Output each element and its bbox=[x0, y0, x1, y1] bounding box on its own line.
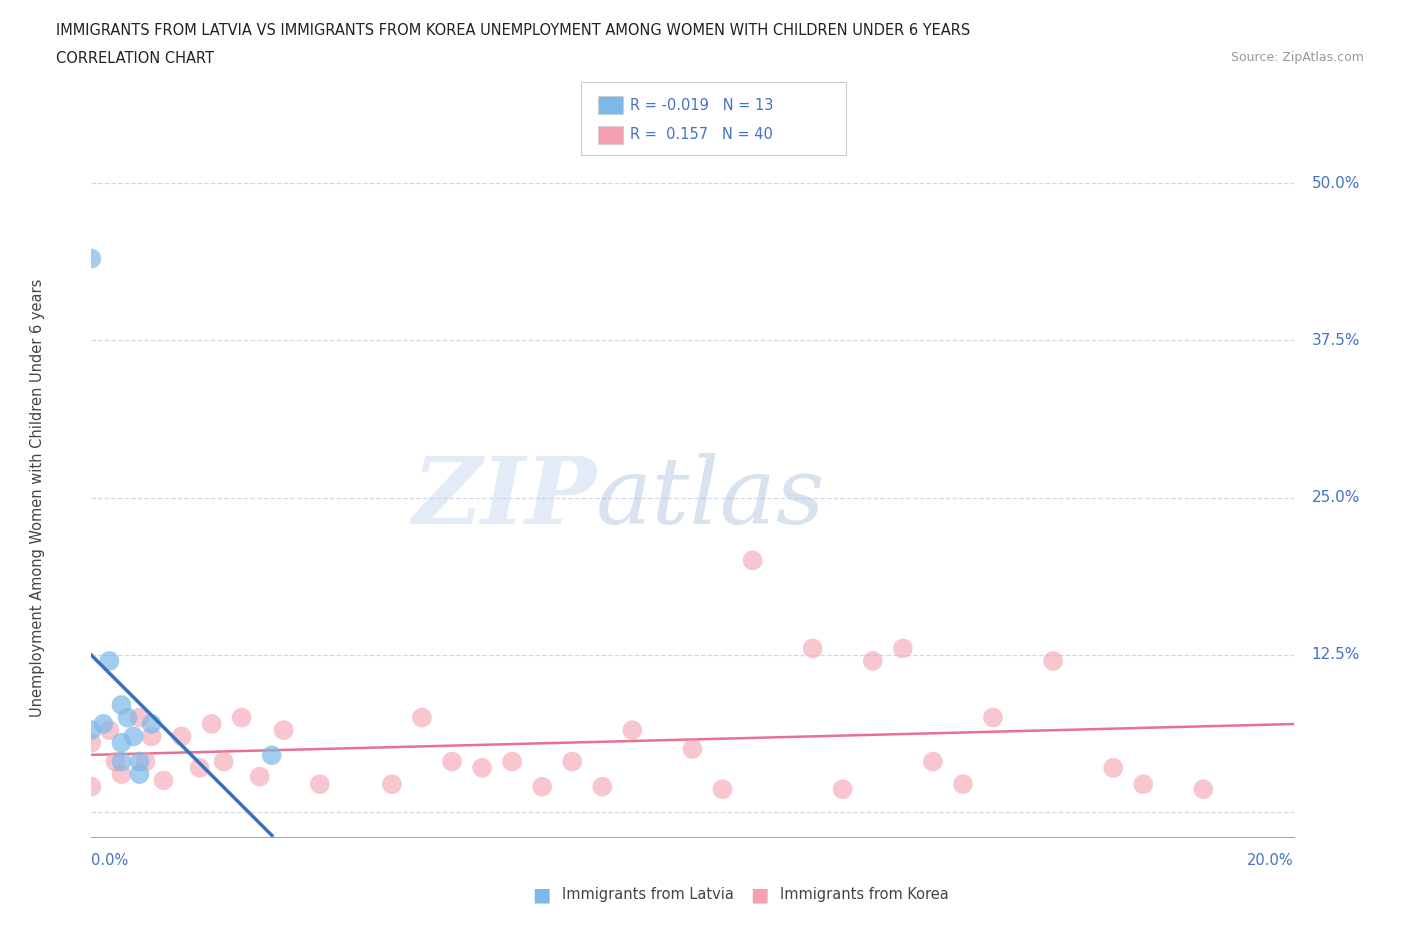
Point bbox=[471, 761, 494, 776]
Point bbox=[152, 773, 174, 788]
Text: Immigrants from Korea: Immigrants from Korea bbox=[780, 887, 949, 902]
Point bbox=[128, 754, 150, 769]
Point bbox=[273, 723, 295, 737]
Point bbox=[1042, 654, 1064, 669]
Text: CORRELATION CHART: CORRELATION CHART bbox=[56, 51, 214, 66]
Point bbox=[952, 777, 974, 791]
Text: ZIP: ZIP bbox=[412, 453, 596, 542]
Point bbox=[411, 711, 433, 725]
Text: atlas: atlas bbox=[596, 453, 825, 542]
Point bbox=[110, 766, 132, 781]
Point bbox=[128, 711, 150, 725]
Point bbox=[981, 711, 1004, 725]
Point bbox=[98, 654, 121, 669]
Point bbox=[231, 711, 253, 725]
Point bbox=[98, 723, 121, 737]
Point bbox=[188, 761, 211, 776]
Text: R = -0.019   N = 13: R = -0.019 N = 13 bbox=[630, 98, 773, 113]
Point bbox=[80, 779, 103, 794]
Text: 12.5%: 12.5% bbox=[1312, 647, 1360, 662]
Point bbox=[621, 723, 644, 737]
Text: 37.5%: 37.5% bbox=[1312, 333, 1360, 348]
Text: R =  0.157   N = 40: R = 0.157 N = 40 bbox=[630, 127, 773, 142]
Point bbox=[170, 729, 193, 744]
Point bbox=[110, 698, 132, 712]
Text: ■: ■ bbox=[531, 885, 551, 904]
Point bbox=[80, 723, 103, 737]
Point bbox=[122, 729, 145, 744]
Point bbox=[681, 741, 703, 756]
Text: IMMIGRANTS FROM LATVIA VS IMMIGRANTS FROM KOREA UNEMPLOYMENT AMONG WOMEN WITH CH: IMMIGRANTS FROM LATVIA VS IMMIGRANTS FRO… bbox=[56, 23, 970, 38]
Point bbox=[801, 641, 824, 656]
Point bbox=[80, 736, 103, 751]
Point bbox=[1192, 782, 1215, 797]
Point bbox=[862, 654, 884, 669]
Text: Source: ZipAtlas.com: Source: ZipAtlas.com bbox=[1230, 51, 1364, 64]
Point bbox=[831, 782, 853, 797]
Point bbox=[501, 754, 523, 769]
Point bbox=[93, 716, 115, 731]
Point bbox=[1132, 777, 1154, 791]
Point bbox=[591, 779, 613, 794]
Point bbox=[212, 754, 235, 769]
Point bbox=[104, 754, 127, 769]
Point bbox=[201, 716, 224, 731]
Text: 20.0%: 20.0% bbox=[1247, 853, 1294, 868]
Point bbox=[531, 779, 554, 794]
Point bbox=[1102, 761, 1125, 776]
Point bbox=[141, 716, 163, 731]
Text: Immigrants from Latvia: Immigrants from Latvia bbox=[562, 887, 734, 902]
Point bbox=[141, 729, 163, 744]
Text: 0.0%: 0.0% bbox=[91, 853, 128, 868]
Point bbox=[381, 777, 404, 791]
Point bbox=[80, 251, 103, 266]
Point bbox=[741, 553, 763, 568]
Text: ■: ■ bbox=[749, 885, 769, 904]
Point bbox=[117, 711, 139, 725]
Point bbox=[260, 748, 283, 763]
Point bbox=[249, 769, 271, 784]
Text: Unemployment Among Women with Children Under 6 years: Unemployment Among Women with Children U… bbox=[30, 278, 45, 717]
Point bbox=[128, 766, 150, 781]
Point bbox=[711, 782, 734, 797]
Point bbox=[110, 754, 132, 769]
Point bbox=[891, 641, 914, 656]
Point bbox=[110, 736, 132, 751]
Point bbox=[134, 754, 156, 769]
Point bbox=[308, 777, 330, 791]
Point bbox=[561, 754, 583, 769]
Text: 25.0%: 25.0% bbox=[1312, 490, 1360, 505]
Point bbox=[922, 754, 945, 769]
Point bbox=[440, 754, 463, 769]
Text: 50.0%: 50.0% bbox=[1312, 176, 1360, 191]
